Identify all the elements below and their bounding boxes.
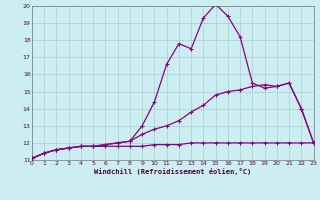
X-axis label: Windchill (Refroidissement éolien,°C): Windchill (Refroidissement éolien,°C) [94, 168, 252, 175]
